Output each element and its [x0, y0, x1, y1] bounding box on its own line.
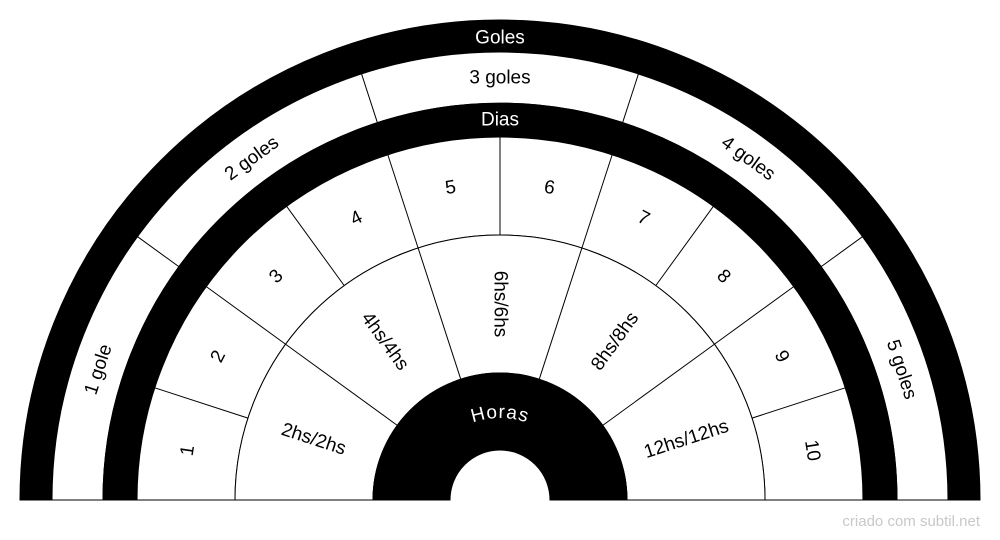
goles-segment-label: 3 goles	[469, 68, 530, 89]
goles-title: Goles	[475, 28, 525, 49]
goles-divider	[622, 73, 639, 123]
horas-divider	[538, 247, 583, 380]
dias-segment-label: 1	[177, 444, 199, 458]
dias-divider	[714, 286, 794, 345]
horas-divider	[417, 247, 462, 380]
horas-segment-label: 6hs/6hs	[490, 271, 511, 338]
dias-divider	[154, 387, 249, 419]
dias-divider	[751, 387, 846, 419]
dias-divider	[387, 154, 419, 249]
dias-segment-label: 10	[800, 438, 824, 462]
goles-divider	[137, 236, 180, 268]
dias-divider	[581, 154, 613, 249]
dias-segment-label: 5	[444, 177, 458, 199]
horas-band	[372, 372, 628, 501]
footer-credit: criado com subtil.net	[842, 513, 980, 530]
dias-segment-label: 6	[543, 177, 557, 199]
dias-title: Dias	[481, 110, 519, 131]
horas-divider	[602, 343, 715, 426]
goles-divider	[820, 236, 863, 268]
horas-divider	[285, 343, 398, 426]
dias-divider	[286, 206, 345, 286]
dias-divider	[655, 206, 714, 286]
dias-divider	[206, 286, 286, 345]
goles-divider	[361, 73, 378, 123]
